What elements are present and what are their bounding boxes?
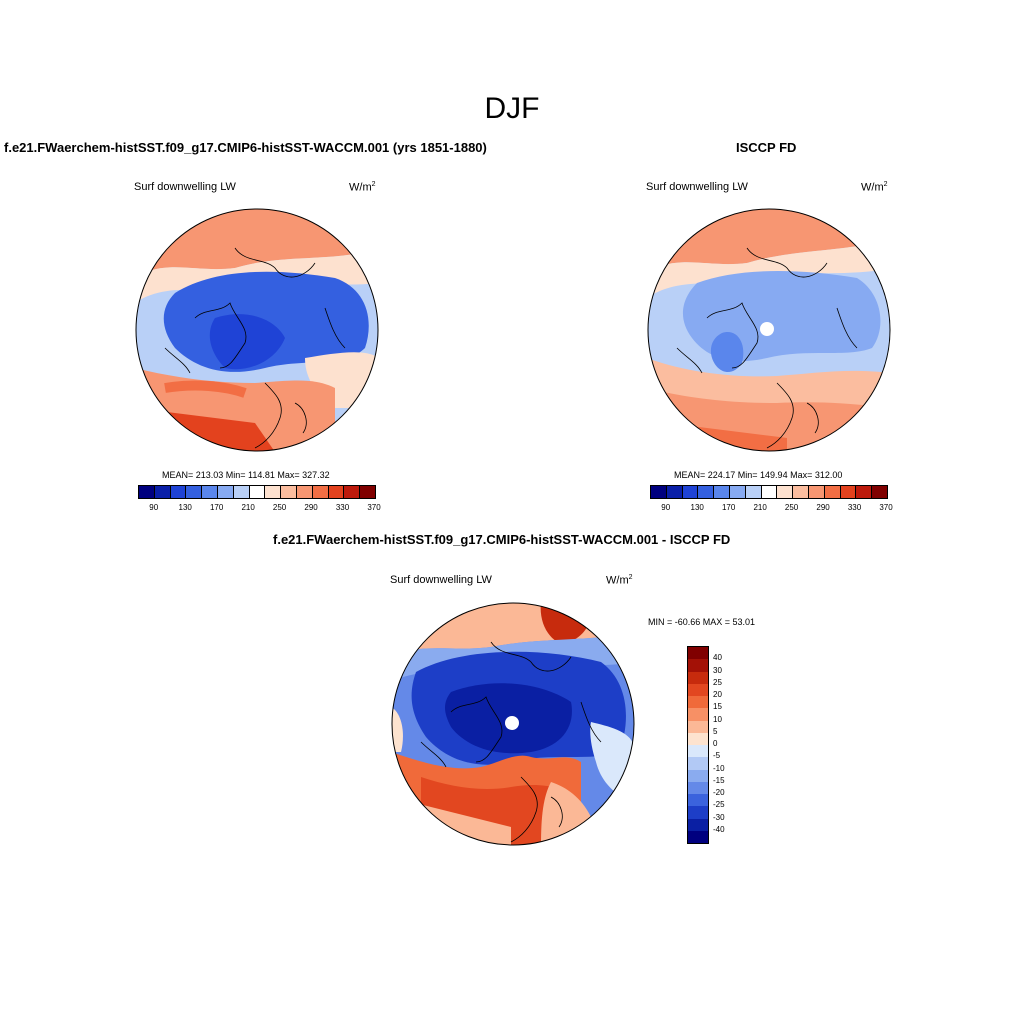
colorbar-tick-label: -5 <box>713 751 721 761</box>
colorbar-swatch <box>688 745 708 758</box>
colorbar-tick-label: -15 <box>713 775 725 785</box>
colorbar-tick-label: 210 <box>241 503 255 512</box>
colorbar-swatch <box>688 720 708 733</box>
colorbar-swatch <box>745 486 762 498</box>
colorbar-swatch <box>688 818 708 831</box>
colorbar-tick-label: 0 <box>713 739 718 748</box>
colorbar-tick-label: 170 <box>721 503 736 512</box>
panel-2-title: ISCCP FD <box>736 140 797 155</box>
colorbar-tick-label: -10 <box>713 763 725 773</box>
colorbar-swatch <box>777 486 794 498</box>
colorbar-tick-label: 10 <box>713 714 722 724</box>
colorbar-swatch <box>170 486 187 498</box>
panel-3-title: f.e21.FWaerchem-histSST.f09_g17.CMIP6-hi… <box>273 532 731 547</box>
panel-1-units: W/m2 <box>349 181 376 194</box>
colorbar-swatch <box>688 659 708 672</box>
colorbar-tick-label: 40 <box>713 653 722 663</box>
panel-3-units: W/m2 <box>606 574 633 587</box>
colorbar-swatch <box>698 486 715 498</box>
panel-3-stats: MIN = -60.66 MAX = 53.01 <box>648 617 756 627</box>
colorbar-tick-label: 130 <box>690 503 704 512</box>
colorbar-swatch <box>688 696 708 709</box>
colorbar-tick-label: 130 <box>178 503 192 512</box>
colorbar-swatch <box>688 769 708 782</box>
colorbar-swatch <box>688 830 708 843</box>
panel-3-colorbar-ticks: 40 30 25 20 15 10 5 0 -5 -10 -15 -20 -25 -30 -40 <box>713 646 753 842</box>
colorbar-swatch <box>139 486 155 498</box>
panel-1-title: f.e21.FWaerchem-histSST.f09_g17.CMIP6-hi… <box>4 140 487 155</box>
panel-2-stats: MEAN= 224.17 Min= 149.94 Max= 312.00 <box>674 470 843 480</box>
colorbar-swatch <box>360 486 375 498</box>
panel-2-units: W/m2 <box>861 181 888 194</box>
colorbar-swatch <box>281 486 297 498</box>
colorbar-tick-label: 90 <box>661 503 671 512</box>
colorbar-swatch <box>714 486 730 498</box>
colorbar-tick-label: 290 <box>816 503 830 512</box>
colorbar-swatch <box>666 486 683 498</box>
colorbar-swatch <box>202 486 218 498</box>
panel-3-colorbar <box>687 646 709 844</box>
colorbar-swatch <box>328 486 345 498</box>
colorbar-swatch <box>217 486 234 498</box>
panel-2-polar-map <box>647 208 891 452</box>
colorbar-tick-label: 330 <box>847 503 862 512</box>
colorbar-swatch <box>856 486 873 498</box>
colorbar-tick-label: 330 <box>335 503 350 512</box>
colorbar-tick-label: -20 <box>713 788 725 797</box>
colorbar-swatch <box>249 486 266 498</box>
colorbar-swatch <box>688 671 708 684</box>
colorbar-swatch <box>729 486 746 498</box>
main-title: DJF <box>484 92 540 125</box>
colorbar-tick-label: 210 <box>753 503 767 512</box>
colorbar-tick-label: 5 <box>713 726 718 736</box>
colorbar-swatch <box>651 486 667 498</box>
colorbar-swatch <box>872 486 887 498</box>
colorbar-swatch <box>688 781 708 794</box>
colorbar-swatch <box>688 794 708 807</box>
panel-3-variable-label: Surf downwelling LW <box>390 574 492 586</box>
colorbar-tick-label: 30 <box>713 665 722 675</box>
colorbar-tick-label: 15 <box>713 702 722 712</box>
panel-1-colorbar-ticks: 90 130 170 210 250 290 330 370 <box>138 503 380 515</box>
colorbar-swatch <box>793 486 809 498</box>
colorbar-tick-label: 370 <box>879 503 893 512</box>
colorbar-swatch <box>808 486 825 498</box>
colorbar-tick-label: 170 <box>209 503 224 512</box>
panel-1-polar-map <box>135 208 379 452</box>
colorbar-swatch <box>688 732 708 745</box>
colorbar-swatch <box>761 486 778 498</box>
colorbar-tick-label: -40 <box>713 824 725 834</box>
colorbar-tick-label: 250 <box>272 503 287 512</box>
colorbar-swatch <box>688 757 708 770</box>
panel-1-variable-label: Surf downwelling LW <box>134 181 236 193</box>
colorbar-swatch <box>688 683 708 696</box>
panel-2-variable-label: Surf downwelling LW <box>646 181 748 193</box>
colorbar-tick-label: 250 <box>784 503 799 512</box>
colorbar-swatch <box>265 486 282 498</box>
colorbar-tick-label: 20 <box>713 690 722 699</box>
colorbar-tick-label: -30 <box>713 812 725 822</box>
panel-3-polar-map <box>391 602 635 846</box>
panel-2-colorbar-ticks: 90 130 170 210 250 290 330 370 <box>650 503 892 515</box>
colorbar-swatch <box>682 486 699 498</box>
colorbar-swatch <box>233 486 250 498</box>
colorbar-swatch <box>840 486 857 498</box>
panel-2-colorbar <box>650 485 888 499</box>
panel-1-colorbar <box>138 485 376 499</box>
colorbar-swatch <box>688 806 708 819</box>
colorbar-swatch <box>296 486 313 498</box>
colorbar-swatch <box>824 486 841 498</box>
colorbar-tick-label: -25 <box>713 800 725 810</box>
colorbar-swatch <box>688 647 708 660</box>
colorbar-tick-label: 290 <box>304 503 318 512</box>
panel-1-stats: MEAN= 213.03 Min= 114.81 Max= 327.32 <box>162 470 330 480</box>
colorbar-swatch <box>186 486 203 498</box>
colorbar-tick-label: 25 <box>713 677 722 687</box>
colorbar-swatch <box>154 486 171 498</box>
colorbar-tick-label: 370 <box>367 503 381 512</box>
colorbar-swatch <box>344 486 361 498</box>
colorbar-swatch <box>688 708 708 721</box>
colorbar-swatch <box>312 486 329 498</box>
colorbar-tick-label: 90 <box>149 503 159 512</box>
